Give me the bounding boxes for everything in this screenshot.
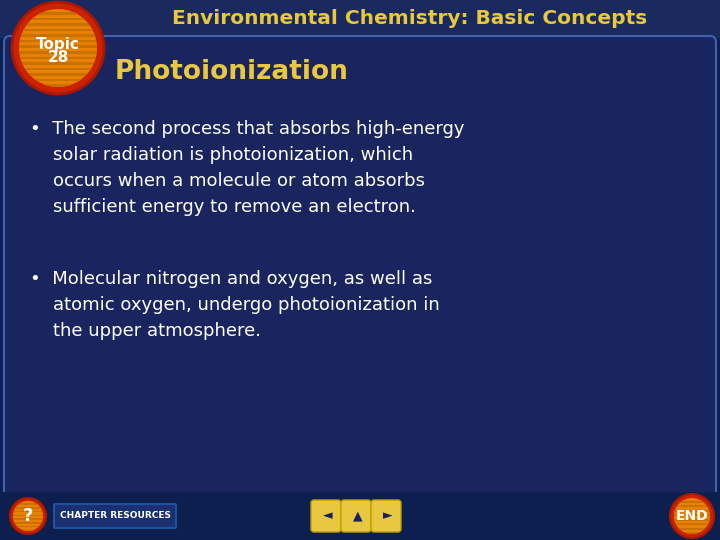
Bar	[12, 526, 44, 527]
Bar	[18, 68, 98, 70]
FancyBboxPatch shape	[341, 500, 371, 532]
Bar	[12, 511, 44, 512]
Text: solar radiation is photoionization, which: solar radiation is photoionization, whic…	[30, 146, 413, 164]
FancyBboxPatch shape	[4, 36, 716, 498]
Bar	[12, 515, 44, 516]
Circle shape	[10, 498, 46, 534]
Text: •  The second process that absorbs high-energy: • The second process that absorbs high-e…	[30, 120, 464, 138]
Bar	[0, 0, 720, 38]
FancyBboxPatch shape	[371, 500, 401, 532]
Bar	[673, 501, 711, 503]
Circle shape	[13, 501, 43, 531]
Bar	[18, 51, 98, 53]
Bar	[12, 530, 44, 531]
Bar	[0, 492, 720, 540]
Bar	[673, 532, 711, 534]
Text: atomic oxygen, undergo photoionization in: atomic oxygen, undergo photoionization i…	[30, 296, 440, 314]
Bar	[18, 73, 98, 76]
FancyBboxPatch shape	[311, 500, 341, 532]
Text: ►: ►	[383, 510, 393, 523]
Bar	[673, 510, 711, 511]
Text: ?: ?	[23, 507, 33, 525]
Bar	[12, 503, 44, 505]
Bar	[673, 523, 711, 525]
Bar	[18, 35, 98, 37]
Text: sufficient energy to remove an electron.: sufficient energy to remove an electron.	[30, 198, 416, 216]
Bar	[673, 505, 711, 507]
Bar	[18, 45, 98, 48]
Bar	[18, 18, 98, 20]
Bar	[18, 62, 98, 65]
Bar	[18, 12, 98, 15]
Text: Environmental Chemistry: Basic Concepts: Environmental Chemistry: Basic Concepts	[172, 10, 647, 29]
Text: •  Molecular nitrogen and oxygen, as well as: • Molecular nitrogen and oxygen, as well…	[30, 270, 433, 288]
Circle shape	[19, 9, 97, 87]
Bar	[12, 518, 44, 519]
Bar	[673, 514, 711, 516]
Text: ▲: ▲	[354, 510, 363, 523]
Bar	[18, 84, 98, 87]
Bar	[12, 522, 44, 523]
Text: ◄: ◄	[323, 510, 333, 523]
Text: 28: 28	[48, 51, 68, 65]
Text: CHAPTER RESOURCES: CHAPTER RESOURCES	[60, 511, 171, 521]
Text: Photoionization: Photoionization	[115, 59, 349, 85]
Text: the upper atmosphere.: the upper atmosphere.	[30, 322, 261, 340]
Text: occurs when a molecule or atom absorbs: occurs when a molecule or atom absorbs	[30, 172, 425, 190]
Bar	[673, 519, 711, 521]
Circle shape	[674, 498, 710, 534]
Circle shape	[12, 2, 104, 94]
Bar	[673, 528, 711, 530]
Text: END: END	[675, 509, 708, 523]
Circle shape	[670, 494, 714, 538]
Text: Topic: Topic	[36, 37, 80, 51]
Bar	[18, 79, 98, 82]
Bar	[18, 57, 98, 59]
Bar	[18, 23, 98, 26]
FancyBboxPatch shape	[54, 504, 176, 528]
Bar	[12, 507, 44, 509]
Bar	[18, 40, 98, 43]
Bar	[18, 29, 98, 31]
